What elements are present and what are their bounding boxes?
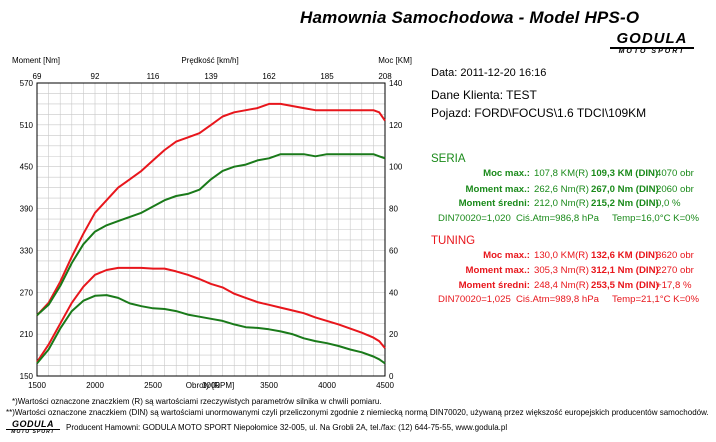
footnote-r: *)Wartości oznaczone znaczkiem (R) są wa… <box>12 397 382 406</box>
chart-series <box>36 102 386 365</box>
tuning-atm: Ciś.Atm=989,8 hPa <box>516 294 599 305</box>
tuning-torque-line <box>36 266 386 363</box>
y-right-tick-label: 0 <box>389 372 394 381</box>
y-left-tick-label: 450 <box>20 163 34 172</box>
seria-label: Moment max.: <box>465 184 530 195</box>
seria-atm: Ciś.Atm=986,8 hPa <box>516 213 599 224</box>
top-tick-label: 116 <box>147 72 160 81</box>
seria-value-r: 262,6 Nm(R) <box>534 184 589 195</box>
tuning-value-rpm: 3620 obr <box>656 250 694 261</box>
brand-logo: GODULA MOTO SPORT <box>606 31 698 55</box>
chart-grid <box>36 82 386 377</box>
top-tick-label: 162 <box>262 72 276 81</box>
footer-logo: GODULA MOTO SPORT <box>4 419 62 435</box>
tuning-value-din: 253,5 Nm (DIN) <box>591 280 659 291</box>
tuning-value-r: 305,3 Nm(R) <box>534 265 589 276</box>
tuning-temp: Temp=21,1°C K=0% <box>612 294 700 305</box>
tuning-label: Moment max.: <box>465 265 530 276</box>
vehicle-name: Pojazd: FORD\FOCUS\1.6 TDCI\109KM <box>431 106 647 120</box>
x-tick-label: 2500 <box>144 381 162 390</box>
y-right-tick-label: 80 <box>389 205 398 214</box>
plot-border <box>36 82 386 377</box>
y-left-tick-label: 570 <box>20 79 34 88</box>
x-tick-label: 4500 <box>376 381 394 390</box>
x-tick-label: 3000 <box>202 381 220 390</box>
seria-value-din: 215,2 Nm (DIN) <box>591 198 659 209</box>
seria-label: Moment średni: <box>458 198 530 209</box>
tuning-din: DIN70020=1,025 <box>438 294 511 305</box>
footnote-din: **)Wartości oznaczone znaczkiem (DIN) są… <box>6 408 709 417</box>
y-left-tick-label: 330 <box>20 246 34 255</box>
top-tick-label: 69 <box>33 72 42 81</box>
tuning-title: TUNING <box>431 235 476 247</box>
y-left-tick-label: 390 <box>20 205 34 214</box>
top-tick-label: 208 <box>378 72 392 81</box>
seria-power-line <box>36 153 386 317</box>
y-right-tick-label: 100 <box>389 163 403 172</box>
tuning-value-rpm: 2270 obr <box>656 265 694 276</box>
tuning-value-din: 132,6 KM (DIN) <box>591 250 659 261</box>
seria-torque-line <box>36 294 386 365</box>
x-tick-label: 3500 <box>260 381 278 390</box>
seria-value-pct: 0,0 % <box>656 198 681 209</box>
y-right-tick-label: 60 <box>389 246 398 255</box>
y-left-tick-label: 210 <box>20 330 34 339</box>
x-axis-label: Obroty [RPM] <box>186 381 234 390</box>
x-tick-label: 2000 <box>86 381 104 390</box>
y-left-tick-label: 150 <box>20 372 34 381</box>
footer-logo-tagline: MOTO SPORT <box>11 429 55 435</box>
top-tick-label: 185 <box>320 72 334 81</box>
seria-title: SERIA <box>431 153 466 165</box>
test-date: Data: 2011-12-20 16:16 <box>431 67 547 79</box>
x-top-axis-label: Prędkość [km/h] <box>181 56 238 65</box>
y-left-axis-label: Moment [Nm] <box>12 56 60 65</box>
seria-temp: Temp=16,0°C K=0% <box>612 213 700 224</box>
seria-value-r: 212,0 Nm(R) <box>534 198 589 209</box>
tuning-value-pct: +17,8 % <box>656 280 692 291</box>
x-tick-label: 4000 <box>318 381 336 390</box>
y-right-axis-label: Moc [KM] <box>378 56 412 65</box>
logo-wordmark: GODULA <box>616 30 688 47</box>
y-left-tick-label: 510 <box>20 121 34 130</box>
tuning-power-line <box>36 102 386 316</box>
seria-value-din: 267,0 Nm (DIN) <box>591 184 659 195</box>
logo-tagline: MOTO SPORT <box>618 48 686 55</box>
y-right-tick-label: 120 <box>389 121 403 130</box>
tuning-value-r: 248,4 Nm(R) <box>534 280 589 291</box>
logo-underline <box>610 47 694 49</box>
seria-value-rpm: 2060 obr <box>656 184 694 195</box>
footer-logo-wordmark: GODULA <box>12 419 54 429</box>
top-tick-label: 139 <box>204 72 218 81</box>
seria-din: DIN70020=1,020 <box>438 213 511 224</box>
seria-label: Moc max.: <box>483 168 530 179</box>
x-tick-label: 1500 <box>28 381 46 390</box>
seria-value-rpm: 4070 obr <box>656 168 694 179</box>
tuning-value-din: 312,1 Nm (DIN) <box>591 265 659 276</box>
page-title: Hamownia Samochodowa - Model HPS-O <box>300 8 640 27</box>
seria-value-din: 109,3 KM (DIN) <box>591 168 659 179</box>
top-tick-label: 92 <box>91 72 100 81</box>
y-right-tick-label: 40 <box>389 288 398 297</box>
y-left-tick-label: 270 <box>20 288 34 297</box>
client-name: Dane Klienta: TEST <box>431 88 537 102</box>
tuning-value-r: 130,0 KM(R) <box>534 250 589 261</box>
seria-value-r: 107,8 KM(R) <box>534 168 589 179</box>
y-right-tick-label: 20 <box>389 330 398 339</box>
y-right-tick-label: 140 <box>389 79 403 88</box>
producer-info: Producent Hamowni: GODULA MOTO SPORT Nie… <box>66 423 508 432</box>
tuning-label: Moment średni: <box>458 280 530 291</box>
tuning-label: Moc max.: <box>483 250 530 261</box>
footer-logo-underline <box>6 429 60 430</box>
